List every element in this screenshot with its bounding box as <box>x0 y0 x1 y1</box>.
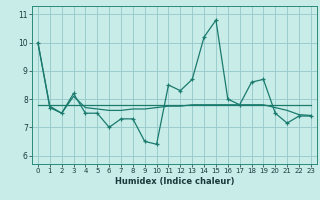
X-axis label: Humidex (Indice chaleur): Humidex (Indice chaleur) <box>115 177 234 186</box>
